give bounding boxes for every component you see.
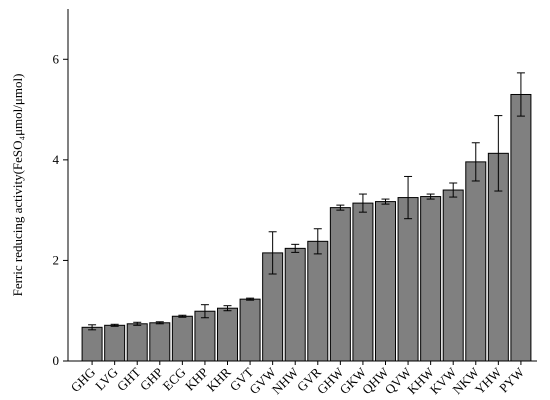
bar [307, 240, 329, 362]
error-bar [268, 231, 277, 275]
error-bar [88, 324, 97, 331]
error-bar [133, 321, 142, 326]
x-tick-label: KHP [182, 365, 211, 394]
bar [510, 93, 532, 362]
bar [171, 315, 193, 362]
x-tick-label: GHP [137, 365, 166, 394]
bar [420, 196, 442, 362]
bar [126, 323, 148, 362]
bar [397, 197, 419, 362]
error-bar [110, 323, 119, 327]
error-bar [494, 115, 503, 192]
error-bar [449, 182, 458, 198]
error-bar [223, 305, 232, 312]
y-tick-label: 2 [53, 252, 60, 267]
error-bar [246, 297, 255, 301]
bar [194, 310, 216, 362]
bar [81, 326, 103, 362]
x-tick-label: GHT [114, 364, 144, 394]
error-bar [358, 193, 367, 213]
y-tick-label: 4 [53, 152, 60, 167]
bar [374, 201, 396, 362]
bar [104, 324, 126, 362]
error-bar [336, 204, 345, 211]
bar [149, 322, 171, 362]
bar [217, 307, 239, 362]
bar [442, 189, 464, 362]
bar [239, 298, 261, 362]
error-bar [516, 72, 525, 117]
error-bar [178, 314, 187, 318]
error-bar [200, 304, 209, 319]
y-axis-label: Ferric reducing activity(FeSO₄μmol/μmol) [10, 74, 25, 297]
x-tick-label: ECG [159, 365, 188, 394]
bar [329, 207, 351, 362]
error-bar [426, 193, 435, 200]
error-bar [381, 198, 390, 205]
bar [284, 247, 306, 362]
error-bar [404, 175, 413, 220]
y-tick-label: 0 [53, 353, 60, 368]
error-bar [471, 142, 480, 182]
error-bar [313, 228, 322, 255]
y-tick-label: 6 [53, 51, 60, 66]
error-bar [291, 243, 300, 253]
bar [465, 161, 487, 362]
bar [352, 202, 374, 362]
x-tick-label: PYW [496, 364, 528, 396]
x-tick-label: LVG [92, 365, 121, 394]
error-bar [155, 321, 164, 325]
